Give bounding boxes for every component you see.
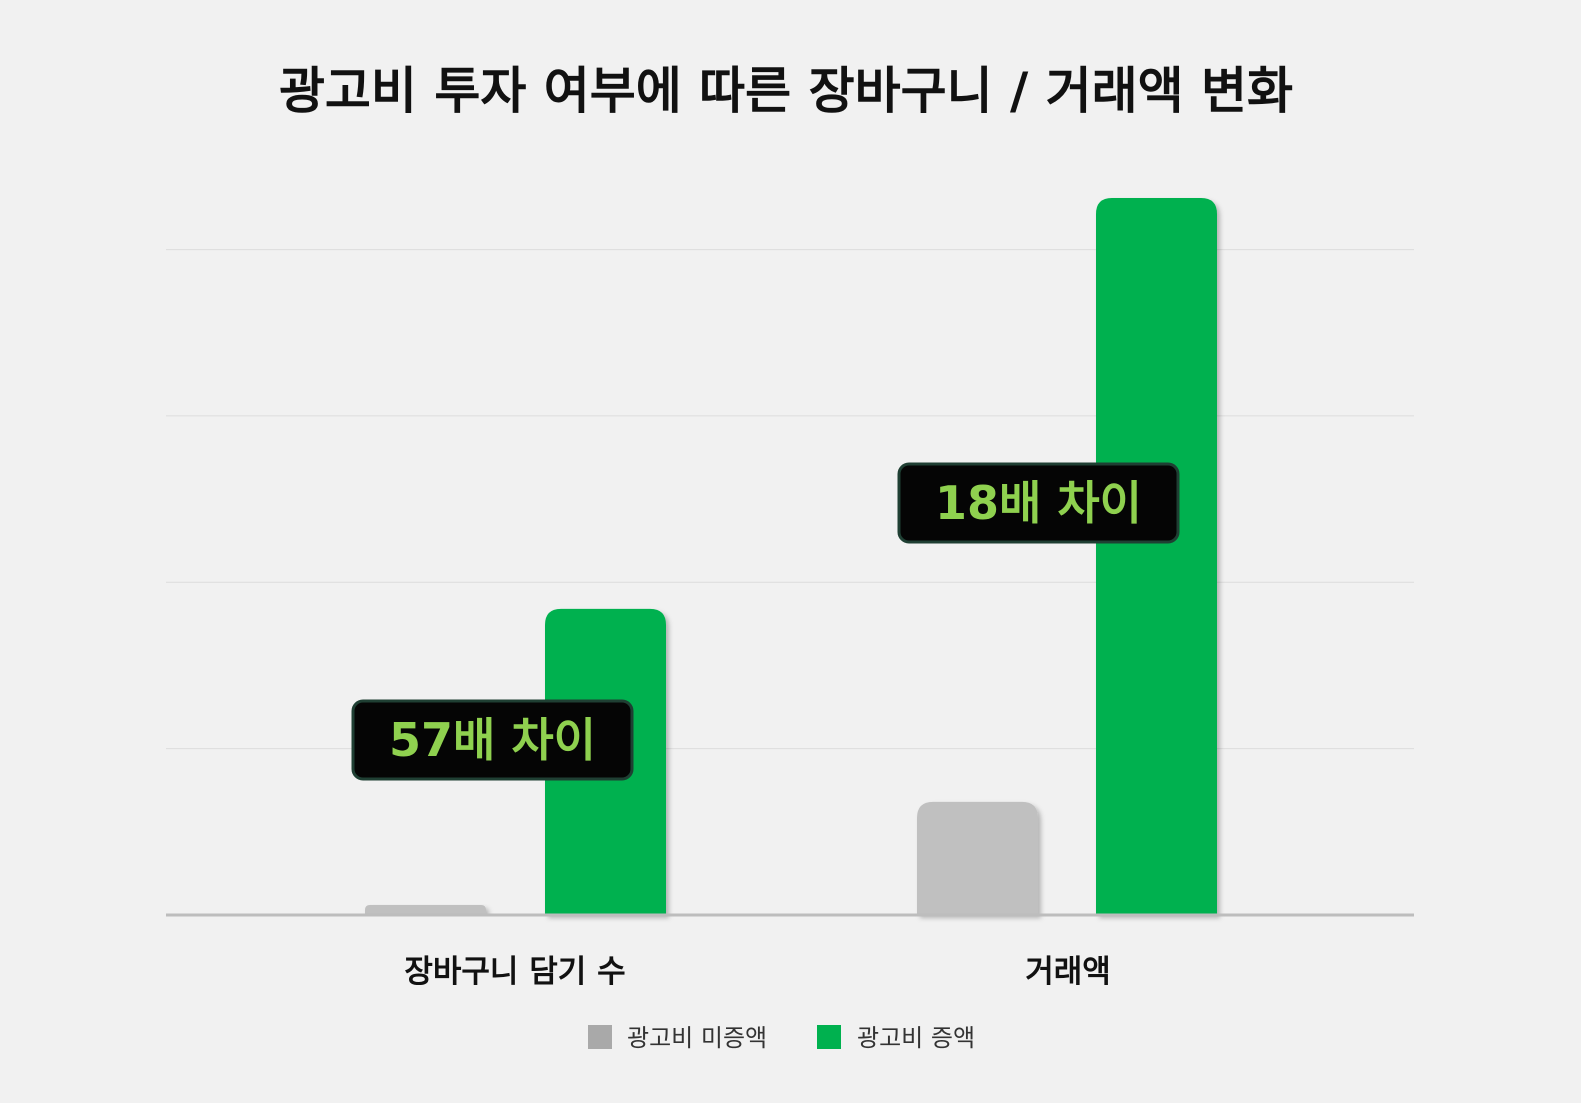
x-tick-label: 장바구니 담기 수 xyxy=(404,954,625,990)
chart-title: 광고비 투자 여부에 따른 장바구니 / 거래액 변화 xyxy=(279,62,1293,120)
bar xyxy=(1096,198,1217,915)
legend-item: 광고비 증액 xyxy=(817,1024,975,1052)
annotation-callout: 18배 차이 xyxy=(897,462,1180,544)
category-labels: 장바구니 담기 수 거래액 xyxy=(404,954,1110,990)
bars xyxy=(365,198,1217,915)
x-tick-label: 거래액 xyxy=(1025,954,1111,990)
legend-label: 광고비 미증액 xyxy=(627,1024,767,1052)
annotation-callout: 57배 차이 xyxy=(351,699,634,781)
legend-item: 광고비 미증액 xyxy=(588,1024,767,1052)
bar xyxy=(365,905,486,915)
legend: 광고비 미증액 광고비 증액 xyxy=(588,1024,975,1052)
annotation-label: 18배 차이 xyxy=(935,476,1142,530)
gridlines xyxy=(166,249,1414,750)
legend-swatch xyxy=(588,1025,612,1049)
annotation-label: 57배 차이 xyxy=(389,713,596,767)
legend-label: 광고비 증액 xyxy=(857,1024,975,1052)
bar xyxy=(917,801,1038,915)
annotation-box xyxy=(351,699,634,781)
annotations: 57배 차이 18배 차이 xyxy=(351,462,1180,781)
legend-swatch xyxy=(817,1025,841,1049)
annotation-box xyxy=(897,462,1180,544)
